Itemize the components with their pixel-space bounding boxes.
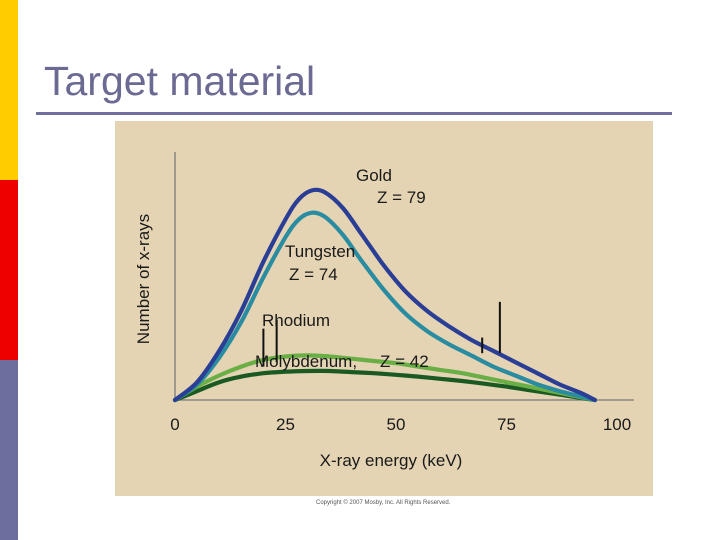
x-axis-label: X-ray energy (keV) — [320, 451, 463, 470]
title-underline — [36, 112, 672, 115]
tungsten-label: Tungsten — [285, 242, 355, 261]
x-tick-label-25: 25 — [276, 415, 295, 434]
molybdenum-label: Molybdenum, — [255, 352, 357, 371]
gold-spectrum-line — [172, 187, 597, 403]
tungsten-spectrum-line — [172, 210, 597, 403]
y-axis-label: Number of x-rays — [134, 214, 153, 344]
spectrum-chart: 0 25 50 75 100 Number of x-rays X-ray energy… — [134, 152, 634, 470]
molybdenum-spectrum-line — [172, 353, 597, 403]
slide-title: Target material — [44, 58, 316, 104]
tungsten-z-label: Z = 74 — [289, 265, 338, 284]
x-tick-label-50: 50 — [387, 415, 406, 434]
gold-z-label: Z = 79 — [377, 188, 426, 207]
rhodium-label: Rhodium — [262, 311, 330, 330]
gold-label: Gold — [356, 166, 392, 185]
x-tick-label-100: 100 — [603, 415, 631, 434]
x-tick-label-75: 75 — [497, 415, 516, 434]
x-tick-label-0: 0 — [170, 415, 179, 434]
figure-panel: 0 25 50 75 100 Number of x-rays X-ray energy… — [115, 121, 653, 496]
copyright-credit: Copyright © 2007 Mosby, Inc. All Rights … — [316, 500, 451, 506]
accent-bar-yellow — [0, 0, 18, 180]
molybdenum-z-label: Z = 42 — [380, 352, 429, 371]
rhodium-spectrum-line — [172, 368, 597, 403]
accent-bar-red — [0, 180, 18, 360]
accent-bar-slate — [0, 360, 18, 540]
